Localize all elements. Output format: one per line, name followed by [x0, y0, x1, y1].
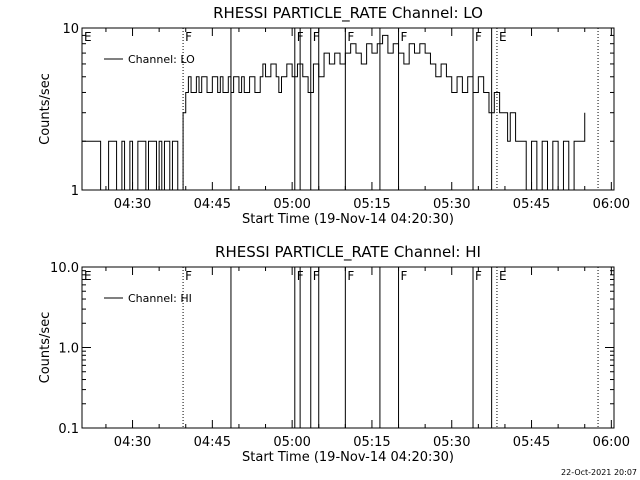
x-tick-label: 05:00 [273, 197, 310, 212]
x-tick-label: 05:15 [353, 435, 390, 450]
legend-label: Channel: HI [128, 292, 192, 305]
plot-frame [81, 27, 615, 191]
flag-letter: F [347, 30, 354, 44]
x-tick-label: 05:00 [273, 435, 310, 450]
flag-letter: F [185, 269, 192, 283]
x-tick-label: 06:00 [593, 435, 630, 450]
x-tick-label: 04:30 [114, 197, 151, 212]
flag-letter: F [347, 269, 354, 283]
x-tick-label: 04:30 [114, 435, 151, 450]
y-axis-label: Counts/sec [38, 312, 53, 384]
x-tick-label: 05:30 [433, 435, 470, 450]
x-tick-label: 04:45 [194, 197, 231, 212]
y-tick-label: 10 [62, 22, 79, 37]
x-tick-label: 04:45 [194, 435, 231, 450]
flag-letter: E [499, 269, 507, 283]
flag-letter: F [475, 30, 482, 44]
y-tick-label: 10.0 [50, 261, 79, 276]
chart-panel-1: RHESSI PARTICLE_RATE Channel: LO 04:30 04:… [38, 4, 630, 227]
flag-letter: E [499, 30, 507, 44]
x-tick-label: 05:30 [433, 197, 470, 212]
plot-datestamp: 22-Oct-2021 20:07 [561, 468, 637, 477]
flag-letter: F [401, 269, 408, 283]
flag-letter: E [84, 269, 92, 283]
y-tick-label: 1 [71, 184, 79, 199]
legend-label: Channel: LO [128, 53, 195, 66]
flag-letter: F [401, 30, 408, 44]
y-axis-label: Counts/sec [38, 73, 53, 145]
y-tick-label: 1.0 [58, 342, 79, 357]
x-tick-label: 05:45 [513, 197, 550, 212]
x-axis-label: Start Time (19-Nov-14 04:20:30) [242, 212, 454, 227]
chart-title: RHESSI PARTICLE_RATE Channel: HI [215, 243, 481, 262]
chart-panel-2: RHESSI PARTICLE_RATE Channel: HI 04:30 04:… [38, 243, 630, 465]
flag-letter: F [475, 269, 482, 283]
x-axis-label: Start Time (19-Nov-14 04:20:30) [242, 450, 454, 465]
flag-letter: F [313, 30, 320, 44]
x-tick-label: 05:15 [353, 197, 390, 212]
flag-letter: F [313, 269, 320, 283]
series-line [82, 34, 586, 191]
y-tick-label: 0.1 [58, 422, 79, 437]
x-tick-label: 06:00 [593, 197, 630, 212]
flag-letter: E [84, 30, 92, 44]
chart-title: RHESSI PARTICLE_RATE Channel: LO [213, 4, 483, 23]
flag-letter: F [185, 30, 192, 44]
x-tick-label: 05:45 [513, 435, 550, 450]
